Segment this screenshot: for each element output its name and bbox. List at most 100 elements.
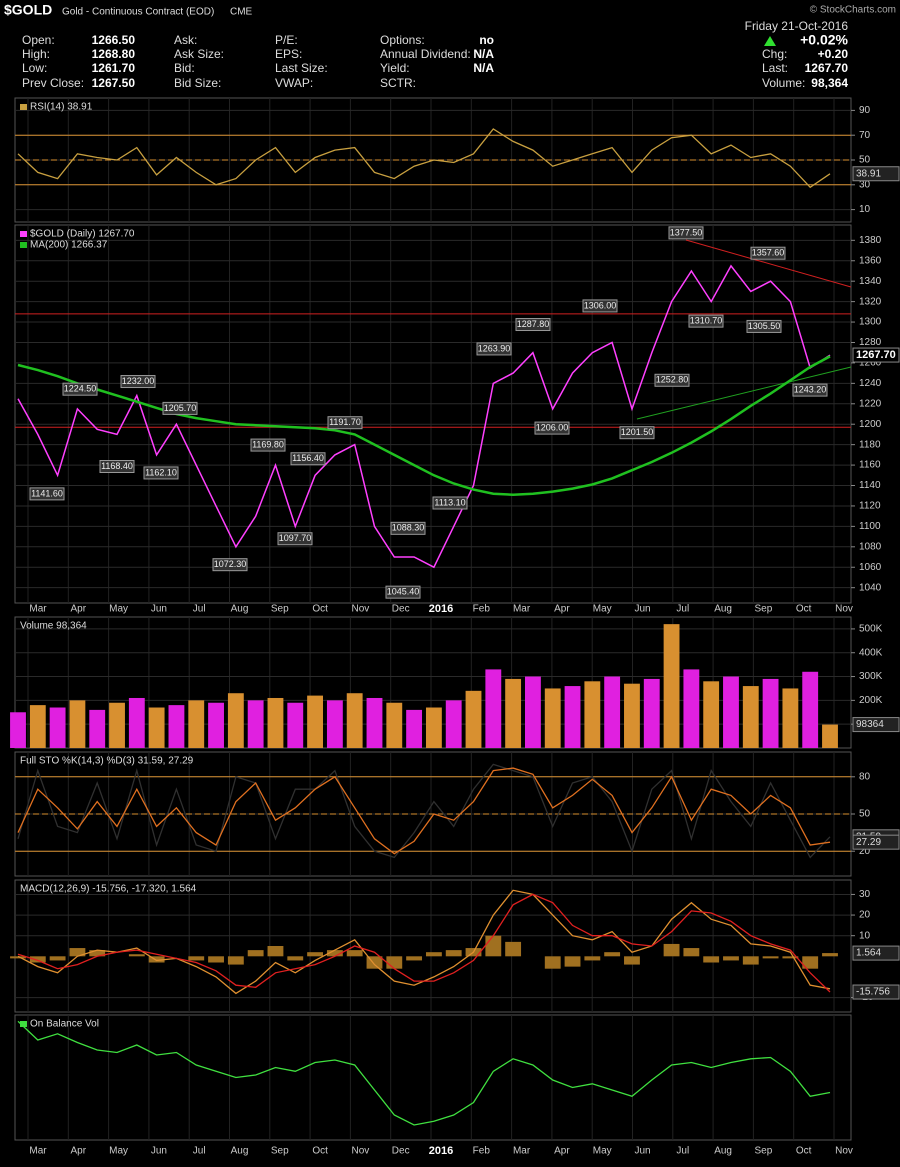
bar — [267, 946, 284, 957]
bar — [148, 956, 165, 963]
bar — [128, 697, 145, 748]
legend-swatch — [20, 1021, 27, 1027]
y-tick-label: 1080 — [859, 541, 882, 552]
annotation-box — [792, 383, 828, 397]
bar — [604, 676, 621, 748]
annotation-box — [515, 318, 551, 332]
x-tick-label: May — [109, 604, 128, 615]
bar — [624, 683, 640, 748]
x-tick-label: May — [593, 604, 612, 615]
bar — [208, 956, 224, 963]
bar — [445, 700, 462, 748]
series-line — [17, 1020, 831, 1126]
y-tick-label: 1060 — [859, 562, 882, 573]
bar — [267, 697, 284, 748]
x-tick-label: Aug — [231, 1146, 249, 1157]
bar — [29, 705, 46, 748]
bar — [663, 624, 680, 748]
bar — [505, 678, 522, 748]
quote-value: 1267.50 — [92, 76, 136, 90]
quote-label: Volume: — [762, 76, 805, 90]
y-tick-label: 70 — [859, 130, 871, 141]
bar — [247, 700, 264, 748]
bar — [762, 956, 779, 959]
bar — [703, 681, 720, 748]
trend-line — [636, 366, 852, 420]
y-tick-label: 90 — [859, 105, 871, 116]
bar — [683, 948, 700, 957]
x-tick-label: Apr — [554, 1146, 570, 1157]
x-tick-label: May — [109, 1146, 128, 1157]
annotation: 1205.70 — [164, 403, 197, 413]
bar — [485, 669, 502, 748]
quote-label: Bid Size: — [174, 76, 221, 90]
x-tick-label: Jul — [193, 1146, 206, 1157]
change-percent: +0.02% — [800, 32, 848, 48]
bar — [762, 678, 779, 748]
bar — [10, 956, 26, 959]
bar — [802, 956, 819, 969]
exchange: CME — [230, 7, 253, 18]
annotation-box — [619, 426, 655, 440]
y-tick-label: 50 — [859, 809, 871, 820]
annotation: 1156.40 — [292, 453, 324, 463]
panel-title: MACD(12,26,9) -15.756, -17.320, 1.564 — [20, 884, 197, 895]
annotation-box — [390, 521, 426, 535]
annotation-box — [582, 299, 618, 313]
quote-label: High: — [22, 47, 50, 61]
bar — [723, 676, 739, 748]
y-tick-label: 20 — [859, 846, 871, 857]
bar — [346, 693, 363, 748]
quote-value: 98,364 — [811, 76, 848, 90]
bar — [287, 956, 304, 961]
x-tick-label: Oct — [312, 604, 328, 615]
bar — [406, 709, 423, 748]
y-tick-label: 1160 — [859, 460, 881, 471]
y-tick-label: 1240 — [859, 378, 882, 389]
x-tick-label: Jun — [151, 604, 167, 615]
x-tick-label: Apr — [71, 604, 87, 615]
bar — [742, 686, 759, 748]
series-line — [17, 767, 831, 855]
bar — [208, 702, 224, 748]
x-tick-label: Aug — [714, 604, 732, 615]
annotation: 1206.00 — [536, 422, 569, 432]
y-tick-label: 50 — [859, 155, 871, 166]
quote-label: P/E: — [275, 33, 298, 47]
bar — [406, 956, 423, 961]
annotation: 1141.60 — [31, 488, 63, 498]
bar — [425, 707, 442, 748]
series-line — [17, 355, 831, 496]
x-tick-label: 2016 — [429, 603, 453, 615]
y-tick-label: 1340 — [859, 276, 882, 287]
quote-label: VWAP: — [275, 76, 313, 90]
quote-label: Chg: — [762, 47, 787, 61]
series-line — [17, 264, 831, 569]
annotation-box — [290, 452, 326, 466]
bar — [564, 686, 581, 748]
y-tick-label: 1220 — [859, 398, 882, 409]
bar — [703, 956, 720, 963]
y-tick-label: 200K — [859, 695, 883, 706]
legend-swatch — [20, 104, 27, 110]
bar — [624, 956, 640, 965]
legend-label: $GOLD (Daily) 1267.70 — [30, 229, 135, 240]
bar — [386, 956, 403, 969]
y-tick-label: 1320 — [859, 296, 882, 307]
x-tick-label: Apr — [554, 604, 570, 615]
y-tick-label: 400K — [859, 647, 883, 658]
bar — [465, 690, 482, 748]
end-label: 1.564 — [856, 948, 881, 959]
end-label: 27.29 — [856, 837, 881, 848]
annotation: 1169.80 — [252, 439, 284, 449]
annotation-box — [120, 375, 156, 389]
end-label-box — [852, 834, 900, 850]
bar — [802, 671, 819, 748]
panel: 1040 1060 1080 1100 1120 1140 1160 1180 1200 1220… — [14, 224, 900, 604]
quote-value: +0.20 — [818, 47, 849, 61]
up-arrow — [764, 36, 776, 46]
bar — [287, 702, 304, 748]
